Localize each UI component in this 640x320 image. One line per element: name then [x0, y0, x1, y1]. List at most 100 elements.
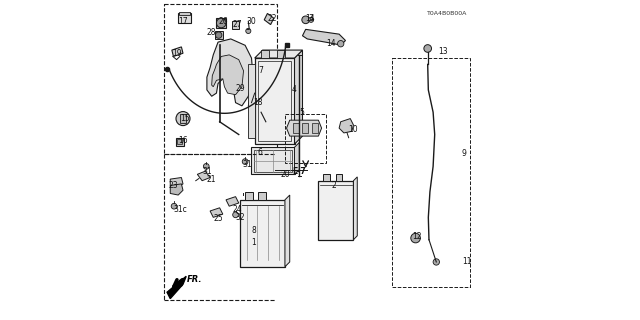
Circle shape	[433, 259, 440, 265]
Bar	[176, 138, 184, 146]
Text: 14: 14	[326, 39, 336, 48]
Text: FR.: FR.	[187, 275, 203, 284]
Bar	[258, 192, 266, 200]
Circle shape	[233, 212, 239, 218]
Text: 19: 19	[172, 49, 182, 58]
Bar	[179, 12, 190, 15]
Text: 24: 24	[232, 205, 242, 214]
Bar	[245, 192, 253, 200]
Bar	[336, 174, 342, 181]
Text: 2: 2	[331, 181, 336, 190]
Polygon shape	[170, 178, 183, 187]
Bar	[303, 123, 308, 133]
Circle shape	[264, 120, 271, 126]
Text: 28: 28	[207, 28, 216, 37]
Text: 5: 5	[300, 108, 304, 117]
Polygon shape	[294, 142, 300, 174]
Bar	[392, 58, 470, 287]
Circle shape	[424, 45, 431, 52]
Circle shape	[239, 84, 244, 89]
Text: 1: 1	[252, 238, 256, 247]
Circle shape	[216, 32, 222, 38]
Text: 4: 4	[291, 85, 296, 94]
Circle shape	[216, 18, 226, 28]
Polygon shape	[255, 50, 303, 58]
Polygon shape	[248, 93, 262, 109]
Text: 16: 16	[178, 136, 188, 145]
Circle shape	[243, 159, 248, 164]
Text: 31c: 31c	[173, 205, 187, 214]
Bar	[248, 64, 255, 138]
Text: 31: 31	[242, 160, 252, 169]
Bar	[312, 123, 318, 133]
Text: 17: 17	[178, 17, 188, 26]
Text: 23: 23	[169, 181, 179, 190]
Bar	[277, 50, 285, 58]
Bar	[215, 31, 223, 39]
Circle shape	[204, 164, 209, 169]
Circle shape	[411, 233, 420, 243]
Bar	[232, 21, 239, 29]
Polygon shape	[255, 87, 268, 104]
Polygon shape	[285, 195, 290, 267]
Text: 13: 13	[438, 47, 447, 56]
Polygon shape	[264, 13, 274, 25]
Polygon shape	[207, 39, 253, 106]
Polygon shape	[255, 104, 266, 117]
Text: 8: 8	[252, 226, 256, 235]
Text: E-7: E-7	[292, 167, 306, 176]
Circle shape	[308, 17, 314, 22]
Bar	[319, 181, 353, 240]
Circle shape	[246, 28, 251, 34]
Text: 10: 10	[349, 125, 358, 134]
Bar	[216, 18, 226, 28]
Bar	[258, 61, 291, 141]
Text: 9: 9	[462, 149, 467, 158]
Bar	[323, 174, 330, 181]
Polygon shape	[212, 55, 244, 95]
Bar	[252, 147, 294, 174]
Polygon shape	[294, 50, 303, 144]
Text: 32: 32	[236, 213, 245, 222]
Bar	[261, 50, 269, 58]
Text: 31: 31	[202, 167, 212, 176]
Bar	[293, 123, 299, 133]
Polygon shape	[197, 171, 210, 181]
Polygon shape	[172, 47, 183, 56]
Text: 12: 12	[412, 232, 422, 241]
Bar	[177, 139, 182, 144]
Text: 22: 22	[268, 14, 277, 23]
Text: 18: 18	[253, 98, 262, 107]
Bar	[241, 200, 285, 267]
Polygon shape	[170, 184, 183, 195]
Text: 3: 3	[309, 14, 314, 23]
Text: 20: 20	[280, 170, 290, 179]
Text: 6: 6	[258, 148, 263, 156]
Circle shape	[302, 16, 310, 24]
Bar	[164, 4, 277, 154]
Text: 26: 26	[218, 17, 228, 26]
Bar	[178, 13, 191, 23]
Circle shape	[172, 203, 177, 209]
Polygon shape	[339, 119, 353, 133]
Polygon shape	[226, 197, 239, 206]
Circle shape	[176, 112, 190, 125]
Bar	[255, 58, 294, 144]
Polygon shape	[167, 276, 186, 299]
Bar	[180, 114, 186, 123]
Text: T0A4B0B00A: T0A4B0B00A	[427, 11, 467, 16]
Text: 25: 25	[213, 214, 223, 223]
Polygon shape	[287, 120, 321, 136]
Bar	[285, 114, 326, 163]
Text: 27: 27	[232, 20, 242, 29]
Bar	[254, 150, 292, 172]
Polygon shape	[353, 177, 357, 240]
Polygon shape	[210, 208, 223, 217]
Text: 29: 29	[236, 84, 245, 93]
Bar	[239, 82, 245, 90]
Text: 15: 15	[180, 114, 189, 123]
Text: 7: 7	[258, 66, 263, 75]
Circle shape	[337, 41, 344, 47]
Text: 30: 30	[246, 17, 257, 26]
Text: 11: 11	[462, 258, 471, 267]
